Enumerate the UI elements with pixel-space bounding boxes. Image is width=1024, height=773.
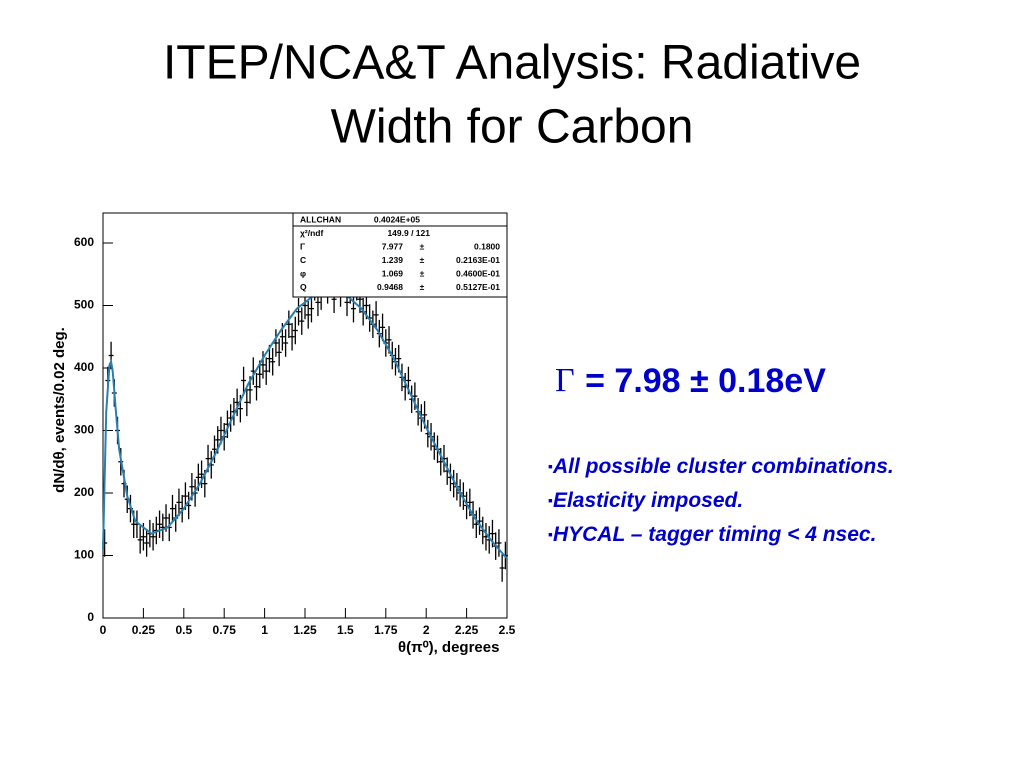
stats-cell: φ (300, 268, 306, 278)
result-text: = 7.98 ± 0.18eV (585, 362, 826, 400)
data-point (244, 388, 250, 417)
fit-curve (102, 290, 508, 560)
data-point (350, 294, 356, 323)
data-point (373, 301, 379, 329)
stats-cell: ALLCHAN (300, 214, 341, 224)
result: Γ = 7.98 ± 0.18eV (555, 362, 826, 400)
bullet-marker: ▪ (548, 526, 553, 542)
bullet-text: All possible cluster combinations. (552, 455, 894, 478)
y-tick-label: 400 (74, 360, 94, 374)
data-point (137, 526, 143, 554)
y-tick-label: 200 (74, 485, 94, 499)
data-point (160, 513, 166, 542)
data-point (260, 351, 266, 379)
stats-cell: 149.9 / 121 (387, 228, 430, 238)
y-tick-label: 100 (74, 548, 94, 562)
bullet-marker: ▪ (548, 458, 553, 474)
x-axis-label: θ(π⁰), degrees (398, 639, 499, 656)
y-tick-label: 500 (74, 298, 94, 312)
x-tick-label: 0.5 (175, 623, 192, 637)
data-point (254, 373, 260, 401)
data-point (499, 554, 505, 582)
stats-cell: 1.069 (382, 268, 404, 278)
bullet: ▪HYCAL – tagger timing < 4 nsec. (548, 523, 876, 546)
y-tick-label: 600 (74, 235, 94, 249)
stats-cell: ± (420, 268, 425, 278)
data-point (176, 488, 182, 517)
data-point (292, 316, 298, 345)
data-point (144, 529, 150, 557)
bullet: ▪Elasticity imposed. (548, 489, 743, 512)
x-tick-label: 2.25 (455, 623, 479, 637)
data-point (150, 523, 156, 551)
stats-cell: 0.4024E+05 (374, 214, 420, 224)
stats-box (292, 212, 508, 298)
data-point (270, 348, 276, 376)
stats-cell: Q (300, 282, 307, 292)
data-point (308, 294, 314, 323)
data-point (380, 313, 386, 342)
data-point (305, 301, 311, 329)
data-point (157, 510, 163, 538)
slide-title: ITEP/NCA&T Analysis: Radiative (163, 37, 861, 90)
data-point (296, 298, 302, 326)
x-tick-label: 0.25 (132, 623, 156, 637)
data-point (212, 435, 218, 463)
data-point (438, 448, 444, 476)
x-tick-label: 1.25 (293, 623, 317, 637)
data-point (169, 494, 175, 523)
slide-title-2: Width for Carbon (331, 101, 694, 154)
data-point (199, 460, 205, 488)
x-tick-label: 1 (261, 623, 268, 637)
x-tick-label: 0 (100, 623, 107, 637)
result-symbol: Γ (555, 362, 575, 399)
data-point (283, 329, 289, 357)
x-tick-label: 0.75 (213, 623, 237, 637)
stats-cell: 0.9468 (377, 282, 403, 292)
data-point (289, 323, 295, 351)
y-axis-label: dN/dθ, events/0.02 deg. (51, 327, 68, 493)
x-tick-label: 1.5 (337, 623, 354, 637)
data-point (299, 307, 305, 335)
stats-cell: 1.239 (382, 255, 404, 265)
x-tick-label: 2 (423, 623, 430, 637)
data-point (218, 416, 224, 445)
y-tick-label: 0 (87, 610, 94, 624)
stats-cell: 7.977 (382, 241, 404, 251)
x-tick-label: 2.5 (499, 623, 516, 637)
data-point (496, 529, 502, 557)
stats-cell: ± (420, 282, 425, 292)
stats-cell: 0.1800 (474, 241, 500, 251)
stats-cell: Γ (300, 241, 305, 251)
bullet-text: Elasticity imposed. (553, 489, 743, 512)
stats-cell: 0.4600E-01 (456, 268, 500, 278)
y-tick-label: 300 (74, 423, 94, 437)
stats-cell: 0.5127E-01 (456, 282, 500, 292)
stats-cell: ± (420, 255, 425, 265)
data-point (241, 366, 247, 395)
bullet: ▪All possible cluster combinations. (548, 455, 894, 478)
stats-cell: 0.2163E-01 (456, 255, 500, 265)
data-point (276, 338, 282, 367)
bullet-list: ▪All possible cluster combinations.▪Elas… (548, 455, 894, 546)
data-point (273, 329, 279, 357)
data-point (473, 510, 479, 538)
data-point (286, 310, 292, 338)
bullet-text: HYCAL – tagger timing < 4 nsec. (553, 523, 876, 546)
stats-cell: χ²/ndf (300, 228, 323, 238)
stats-cell: ± (420, 241, 425, 251)
stats-cell: C (300, 255, 306, 265)
x-tick-label: 1.75 (374, 623, 398, 637)
data-point (263, 357, 269, 385)
bullet-marker: ▪ (548, 492, 553, 508)
